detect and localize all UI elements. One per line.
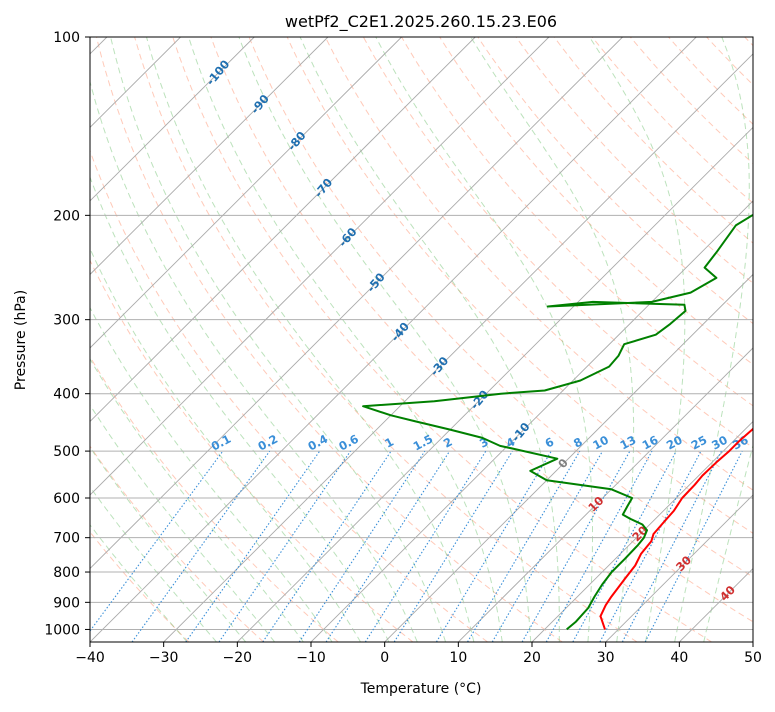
x-tick-label: −20	[223, 650, 253, 666]
x-tick-label: 10	[449, 650, 467, 666]
y-tick-label: 1000	[44, 622, 80, 638]
y-tick-label: 500	[53, 444, 80, 460]
y-tick-label: 600	[53, 491, 80, 507]
y-tick-label: 300	[53, 313, 80, 329]
x-tick-label: 20	[523, 650, 541, 666]
x-tick-label: 30	[597, 650, 615, 666]
y-tick-label: 900	[53, 595, 80, 611]
plot-background	[90, 37, 753, 642]
x-tick-label: −40	[75, 650, 105, 666]
x-axis-label: Temperature (°C)	[360, 681, 482, 697]
y-axis-label: Pressure (hPa)	[13, 290, 29, 390]
y-tick-label: 200	[53, 208, 80, 224]
x-tick-label: 50	[744, 650, 762, 666]
x-tick-label: −10	[296, 650, 326, 666]
chart-title: wetPf2_C2E1.2025.260.15.23.E06	[285, 12, 557, 32]
x-tick-label: 0	[380, 650, 389, 666]
x-tick-label: −30	[149, 650, 179, 666]
y-tick-label: 400	[53, 387, 80, 403]
x-tick-label: 40	[670, 650, 688, 666]
y-tick-label: 100	[53, 30, 80, 46]
y-tick-label: 800	[53, 565, 80, 581]
y-tick-label: 700	[53, 531, 80, 547]
